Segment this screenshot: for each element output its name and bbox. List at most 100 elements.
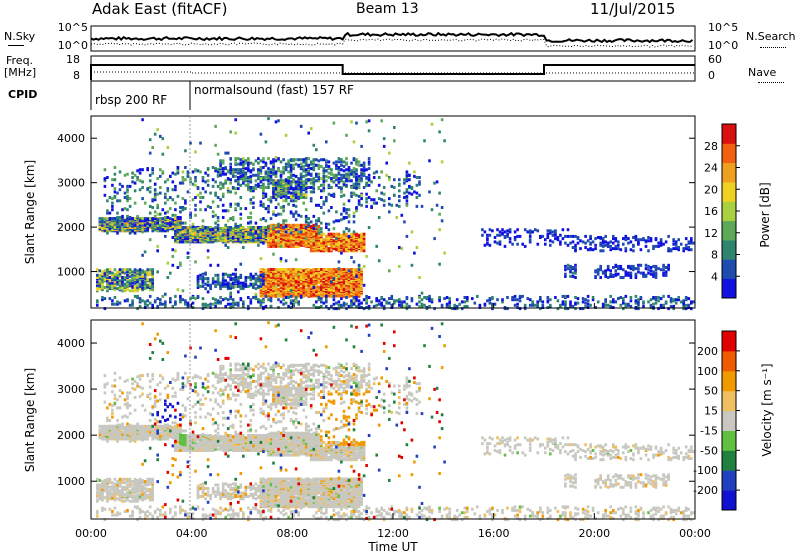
- power-cell: [317, 224, 321, 228]
- power-cell: [184, 302, 187, 306]
- power-cell: [242, 171, 245, 175]
- power-cell: [360, 301, 363, 305]
- power-cell: [138, 299, 142, 303]
- power-cell: [347, 249, 351, 253]
- power-cell: [174, 300, 177, 304]
- power-cell: [659, 242, 663, 246]
- power-cell: [657, 267, 660, 271]
- power-cell: [101, 284, 104, 288]
- power-cell: [335, 301, 338, 305]
- power-cell: [390, 203, 394, 207]
- power-cell: [556, 307, 560, 311]
- power-cell: [284, 268, 288, 271]
- power-cell: [116, 231, 119, 235]
- power-cell: [113, 217, 117, 221]
- freq-left-tick-top: 18: [66, 53, 80, 66]
- power-cell: [113, 276, 117, 279]
- power-cell: [367, 157, 371, 161]
- power-cell: [606, 268, 610, 272]
- power-cell: [224, 284, 227, 288]
- power-cell: [315, 179, 318, 183]
- power-cell: [644, 273, 648, 277]
- power-cell: [337, 303, 341, 307]
- power-cell: [516, 298, 519, 302]
- power-cell: [380, 198, 383, 202]
- power-cell: [289, 233, 293, 237]
- power-cell: [596, 270, 600, 274]
- noise-right-label: N.Search: [746, 30, 796, 43]
- power-cell: [627, 302, 630, 306]
- power-cell: [174, 184, 177, 188]
- power-cell: [106, 276, 109, 279]
- power-cell: [491, 229, 494, 233]
- power-cell: [267, 210, 270, 214]
- power-cell: [242, 173, 245, 177]
- power-cell: [269, 160, 273, 164]
- power-cell: [239, 297, 243, 301]
- power-cell: [206, 290, 210, 294]
- power-cell: [503, 244, 507, 248]
- power-cell: [267, 177, 270, 181]
- power-cell: [629, 299, 633, 303]
- power-cell: [264, 269, 268, 273]
- power-cell: [277, 189, 280, 193]
- power-cell: [123, 173, 127, 177]
- power-cell: [649, 269, 653, 273]
- power-cell: [267, 157, 270, 161]
- power-cell: [304, 223, 308, 227]
- power-cell: [609, 272, 612, 276]
- power-cell: [335, 173, 338, 177]
- power-cell: [297, 191, 300, 195]
- power-cell: [191, 198, 195, 202]
- power-cell: [118, 279, 122, 283]
- power-cell: [647, 268, 650, 272]
- power-cell: [146, 278, 149, 282]
- power-cell: [546, 299, 550, 303]
- power-cell: [579, 247, 582, 251]
- power-cell: [264, 282, 268, 286]
- power-cell: [398, 178, 401, 182]
- power-cell: [186, 170, 190, 174]
- power-cell: [601, 237, 605, 241]
- power-cell: [405, 178, 409, 182]
- power-cell: [581, 300, 585, 304]
- power-cell: [116, 276, 119, 279]
- power-cell: [654, 276, 658, 279]
- power-cell: [551, 230, 555, 234]
- power-cell: [523, 228, 527, 232]
- power-cell: [337, 160, 341, 164]
- power-cell: [166, 187, 170, 191]
- power-cell: [642, 237, 645, 241]
- power-cell: [191, 222, 195, 226]
- power-cell: [196, 186, 200, 189]
- power-cell: [614, 300, 618, 304]
- power-cell: [549, 229, 552, 233]
- power-cell: [287, 223, 290, 227]
- power-cell: [136, 307, 139, 311]
- power-cell: [312, 162, 316, 166]
- power-cell: [274, 230, 278, 234]
- power-cell: [219, 182, 222, 186]
- power-cell: [516, 234, 519, 238]
- power-cell: [254, 297, 258, 301]
- power-cell: [224, 282, 227, 286]
- power-cell: [133, 294, 137, 298]
- power-cell: [576, 301, 580, 305]
- power-cell: [287, 244, 290, 248]
- power-cell: [325, 297, 328, 301]
- power-cell: [508, 230, 512, 234]
- power-cell: [544, 238, 547, 242]
- power-cell: [262, 182, 265, 186]
- power-cell: [345, 302, 348, 306]
- power-cell: [405, 199, 409, 203]
- power-cell: [166, 178, 170, 182]
- power-cell: [237, 228, 240, 232]
- power-cell: [272, 166, 275, 169]
- power-cell: [569, 264, 572, 268]
- power-cell: [662, 271, 665, 275]
- power-cell: [619, 303, 623, 307]
- power-cell: [629, 296, 633, 299]
- power-cell: [199, 228, 202, 232]
- power-cell: [614, 272, 618, 276]
- nave-trace: [91, 71, 695, 74]
